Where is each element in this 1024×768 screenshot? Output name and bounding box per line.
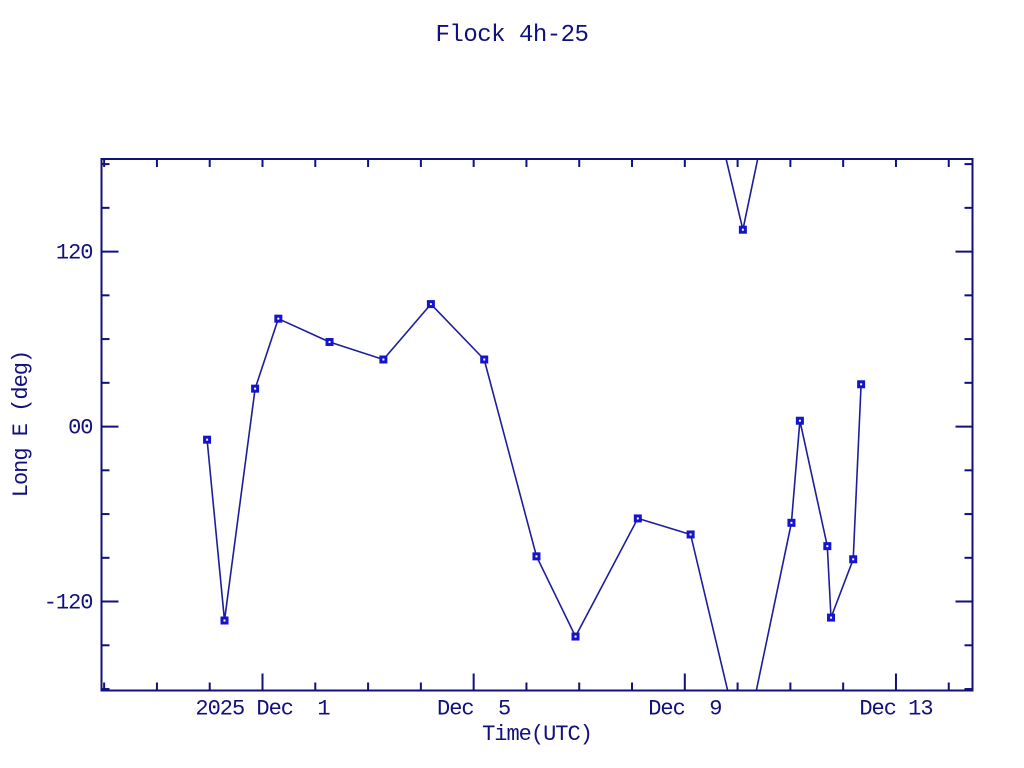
y-tick-label: 00: [68, 416, 92, 441]
data-point-marker-center: [826, 545, 829, 548]
data-point-marker-center: [429, 303, 432, 306]
data-point-marker-center: [860, 383, 863, 386]
y-axis-label: Long E (deg): [9, 351, 34, 497]
chart-title: Flock 4h-25: [436, 22, 589, 49]
data-point-marker-center: [535, 555, 538, 558]
data-point-marker-center: [574, 635, 577, 638]
data-point-marker-center: [689, 533, 692, 536]
data-point-marker-center: [830, 616, 833, 619]
data-point-marker-center: [790, 521, 793, 524]
x-axis-label: Time(UTC): [482, 722, 592, 747]
x-tick-label: Dec 5: [437, 697, 510, 722]
x-tick-label: 2025 Dec 1: [195, 697, 330, 722]
y-tick-label: 120: [56, 241, 93, 266]
plot-border: [100, 158, 974, 692]
y-tick-label: -120: [44, 591, 93, 616]
data-point-marker-center: [254, 387, 257, 390]
series-polyline: [755, 384, 862, 691]
series-polyline: [725, 159, 759, 231]
data-point-marker-center: [382, 358, 385, 361]
data-point-marker-center: [798, 419, 801, 422]
axis-tick-labels: 2025 Dec 1 Dec 5 Dec 9 Dec 13 120 00 -120: [44, 241, 934, 722]
data-point-marker-center: [483, 358, 486, 361]
data-point-marker-center: [223, 619, 226, 622]
data-point-marker-center: [277, 317, 280, 320]
x-tick-label: Dec 9: [648, 697, 721, 722]
data-series-markers: [203, 225, 866, 641]
data-point-marker-center: [206, 438, 209, 441]
data-point-marker-center: [636, 517, 639, 520]
data-series-line: [206, 159, 862, 691]
series-polyline: [206, 303, 729, 691]
data-point-marker-center: [328, 340, 331, 343]
axis-ticks: [101, 159, 973, 691]
data-point-marker-center: [852, 558, 855, 561]
data-point-marker-center: [741, 228, 744, 231]
x-tick-label: Dec 13: [859, 697, 932, 722]
